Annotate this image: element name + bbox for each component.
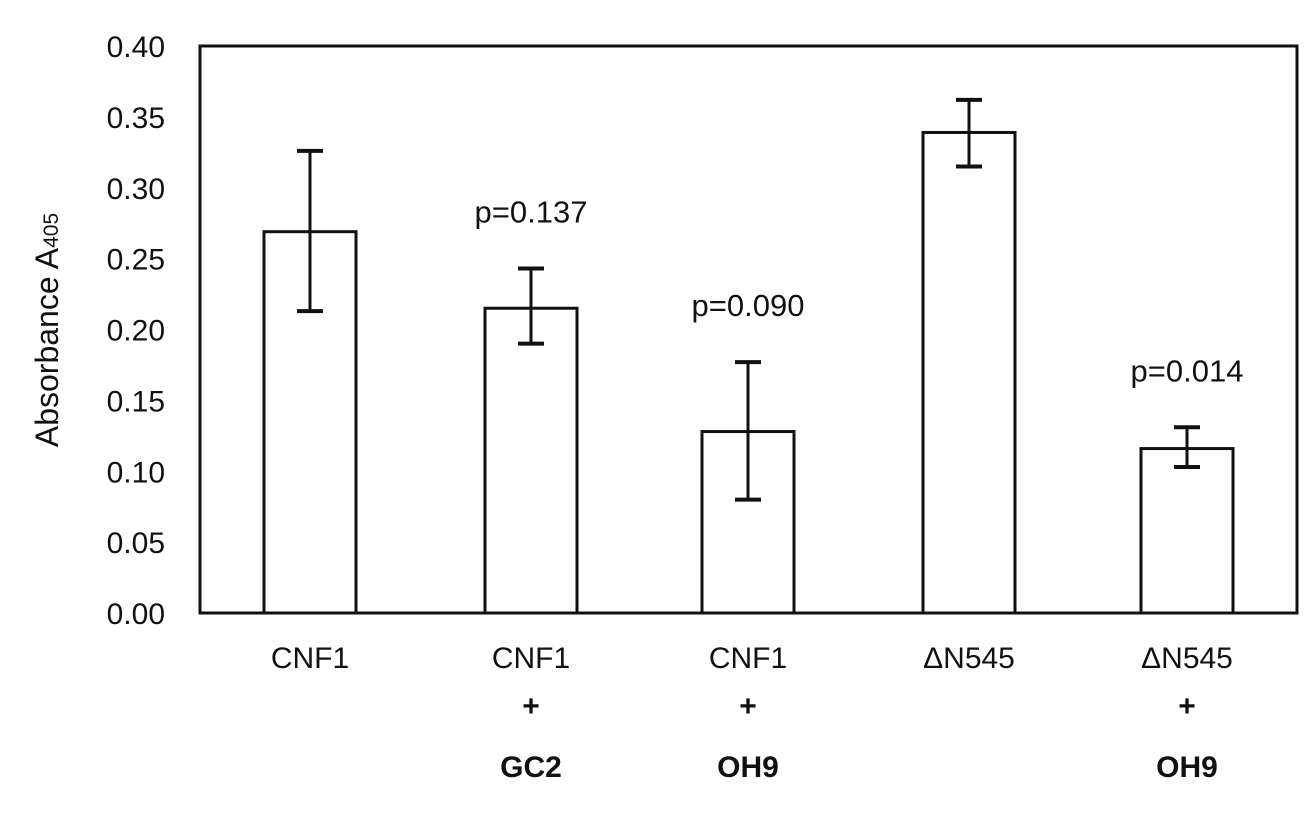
bar: [1139, 447, 1235, 615]
x-axis-categories: CNF1 CNF1 + GC2 CNF1 + OH9 ΔN545 ΔN545 + OH9: [271, 642, 1233, 784]
p-value-annotation: p=0.014: [1131, 353, 1244, 388]
bars: p=0.137 p=0.090 p=0.014: [262, 97, 1244, 615]
bar-group: p=0.090: [692, 288, 805, 615]
y-tick-label: 0.15: [107, 385, 165, 418]
category-treatment: GC2: [500, 751, 562, 784]
category-label: CNF1: [492, 642, 570, 675]
bar-group: p=0.014: [1131, 353, 1244, 615]
category-treatment: OH9: [1156, 751, 1218, 784]
y-tick-label: 0.10: [107, 456, 165, 489]
y-tick-label: 0.25: [107, 244, 165, 277]
y-tick-label: 0.00: [107, 598, 165, 631]
category-plus: +: [1178, 690, 1196, 723]
p-value-annotation: p=0.090: [692, 288, 805, 323]
y-tick-label: 0.35: [107, 102, 165, 135]
y-tick-label: 0.20: [107, 315, 165, 348]
bar: [921, 130, 1017, 615]
category-plus: +: [739, 690, 757, 723]
bar-group: [921, 97, 1017, 615]
category-treatment: OH9: [717, 751, 779, 784]
category-label: CNF1: [709, 642, 787, 675]
category-label: ΔN545: [923, 642, 1015, 675]
y-tick-label: 0.40: [107, 31, 165, 64]
y-tick-label: 0.05: [107, 527, 165, 560]
category-label: CNF1: [271, 642, 349, 675]
y-tick-label: 0.30: [107, 173, 165, 206]
category-label: ΔN545: [1141, 642, 1233, 675]
bar: [483, 306, 579, 615]
bar-group: [262, 148, 358, 615]
plot-frame: [198, 44, 1299, 615]
y-axis-ticks: 0.00 0.05 0.10 0.15 0.20 0.25 0.30 0.35 0.40: [107, 31, 165, 631]
y-axis-label: Absorbance A405: [29, 213, 65, 447]
bar-group: p=0.137: [475, 195, 588, 615]
p-value-annotation: p=0.137: [475, 195, 588, 230]
category-plus: +: [522, 690, 540, 723]
